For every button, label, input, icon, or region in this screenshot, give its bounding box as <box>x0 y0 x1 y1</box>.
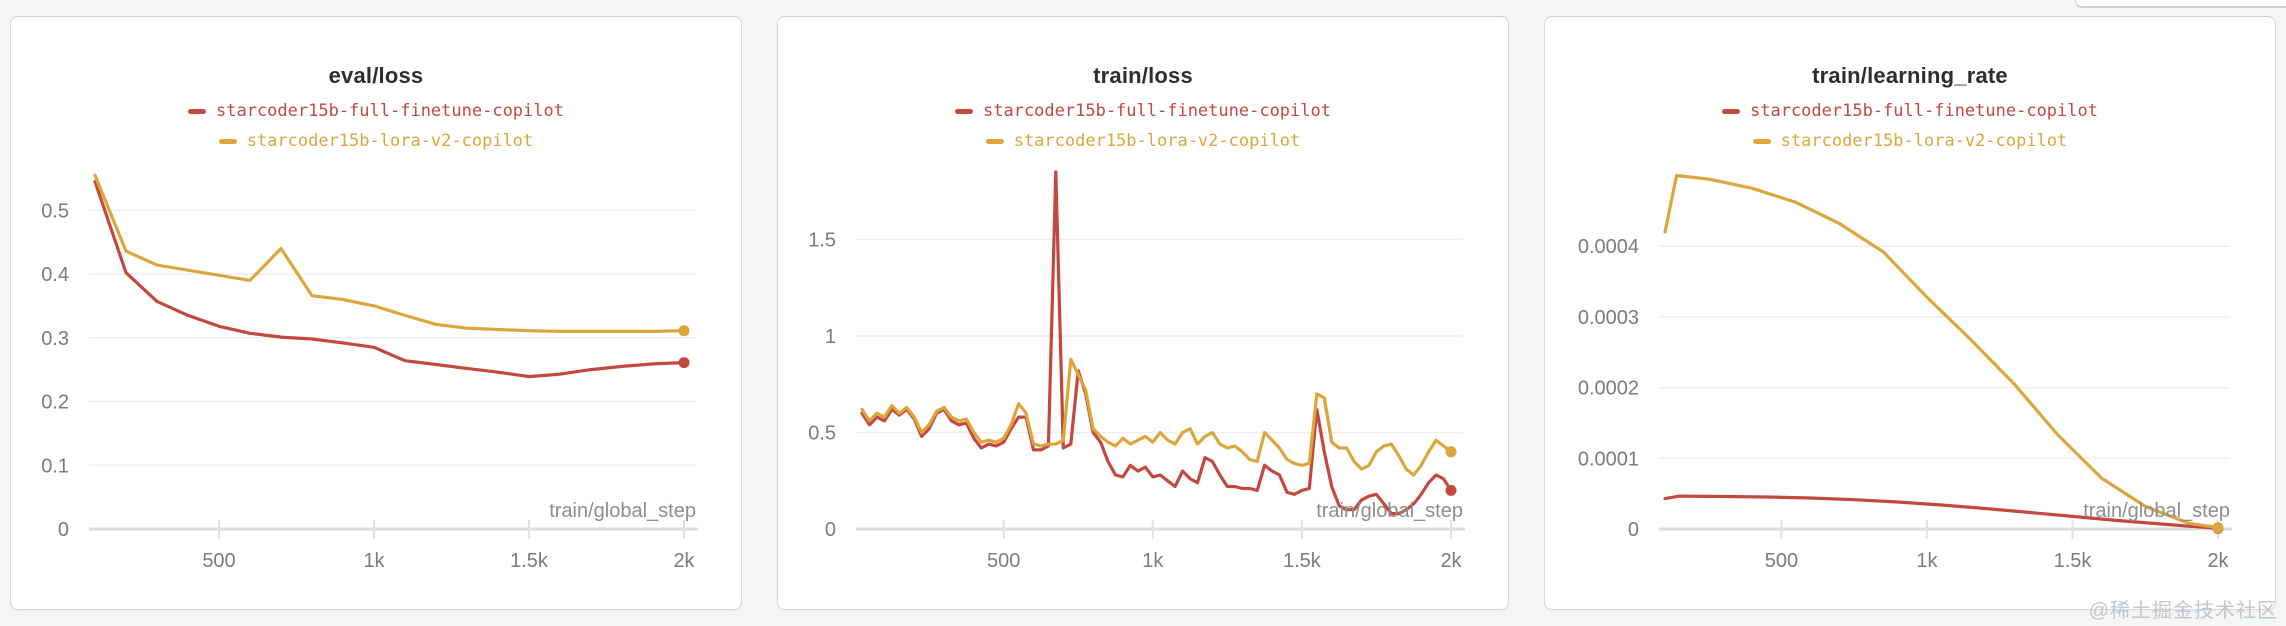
chart-legend: starcoder15b-full-finetune-copilot starc… <box>786 96 1500 156</box>
legend-label: starcoder15b-lora-v2-copilot <box>1013 131 1301 151</box>
plot-train-loss[interactable]: 0 0.5 1 1.5 500 1k 1.5k 2k train/global_step <box>786 162 1496 606</box>
svg-text:0: 0 <box>58 519 69 541</box>
panel-eval-loss[interactable]: eval/loss starcoder15b-full-finetune-cop… <box>10 16 742 610</box>
svg-text:1k: 1k <box>1142 550 1164 572</box>
legend-item-lora-v2[interactable]: starcoder15b-lora-v2-copilot <box>1553 126 2267 156</box>
watermark: @稀土掘金技术社区 <box>2088 600 2278 622</box>
svg-text:500: 500 <box>202 550 235 572</box>
plot-eval-loss[interactable]: 0 0.1 0.2 0.3 0.4 0.5 500 1k 1.5k 2k train/global_… <box>19 162 729 606</box>
legend-swatch-icon <box>985 138 1004 144</box>
legend-swatch-icon <box>955 108 973 114</box>
svg-text:500: 500 <box>987 550 1020 572</box>
svg-text:0.4: 0.4 <box>41 264 69 286</box>
svg-text:1k: 1k <box>363 550 385 572</box>
chart-title: train/loss <box>1093 63 1193 88</box>
legend-item-lora-v2[interactable]: starcoder15b-lora-v2-copilot <box>786 126 1500 156</box>
svg-text:2k: 2k <box>2207 550 2229 572</box>
svg-text:train/global_step: train/global_step <box>2083 500 2230 522</box>
svg-text:1k: 1k <box>1916 550 1938 572</box>
svg-text:1: 1 <box>825 326 836 348</box>
svg-text:2k: 2k <box>1440 550 1462 572</box>
legend-label: starcoder15b-full-finetune-copilot <box>216 101 564 121</box>
svg-text:0.3: 0.3 <box>41 328 69 350</box>
chart-legend: starcoder15b-full-finetune-copilot starc… <box>19 96 733 156</box>
svg-text:0.2: 0.2 <box>41 392 69 414</box>
svg-text:1.5k: 1.5k <box>510 550 549 572</box>
legend-item-full-finetune[interactable]: starcoder15b-full-finetune-copilot <box>786 96 1500 126</box>
svg-text:0.0004: 0.0004 <box>1578 236 1639 258</box>
svg-text:0.1: 0.1 <box>41 455 69 477</box>
plot-train-learning-rate[interactable]: 0 0.0001 0.0002 0.0003 0.0004 500 1k 1.5k 2k trai… <box>1553 162 2263 606</box>
svg-text:0: 0 <box>825 519 836 541</box>
legend-item-lora-v2[interactable]: starcoder15b-lora-v2-copilot <box>19 126 733 156</box>
svg-text:0.5: 0.5 <box>41 200 69 222</box>
legend-label: starcoder15b-full-finetune-copilot <box>983 101 1331 121</box>
chart-title: train/learning_rate <box>1812 63 2008 88</box>
legend-label: starcoder15b-lora-v2-copilot <box>1780 131 2068 151</box>
svg-text:1.5: 1.5 <box>808 230 836 252</box>
legend-swatch-icon <box>1722 108 1740 114</box>
legend-swatch-icon <box>188 108 206 114</box>
svg-text:0.5: 0.5 <box>808 423 836 445</box>
svg-text:0: 0 <box>1628 519 1639 541</box>
partial-panel-above <box>2075 0 2286 8</box>
svg-text:500: 500 <box>1765 550 1798 572</box>
legend-item-full-finetune[interactable]: starcoder15b-full-finetune-copilot <box>19 96 733 126</box>
svg-text:train/global_step: train/global_step <box>1316 500 1463 522</box>
panel-train-loss[interactable]: train/loss starcoder15b-full-finetune-co… <box>777 16 1509 610</box>
svg-text:1.5k: 1.5k <box>1283 550 1322 572</box>
legend-swatch-icon <box>218 138 237 144</box>
chart-title: eval/loss <box>328 63 424 88</box>
svg-text:train/global_step: train/global_step <box>549 500 696 522</box>
chart-legend: starcoder15b-full-finetune-copilot starc… <box>1553 96 2267 156</box>
svg-text:0.0002: 0.0002 <box>1578 378 1639 400</box>
legend-item-full-finetune[interactable]: starcoder15b-full-finetune-copilot <box>1553 96 2267 126</box>
svg-text:0.0003: 0.0003 <box>1578 307 1639 329</box>
legend-swatch-icon <box>1752 138 1771 144</box>
svg-text:2k: 2k <box>673 550 695 572</box>
legend-label: starcoder15b-lora-v2-copilot <box>246 131 534 151</box>
svg-text:0.0001: 0.0001 <box>1578 448 1639 470</box>
panel-train-learning-rate[interactable]: train/learning_rate starcoder15b-full-fi… <box>1544 16 2276 610</box>
svg-text:1.5k: 1.5k <box>2054 550 2093 572</box>
charts-row: eval/loss starcoder15b-full-finetune-cop… <box>10 16 2276 610</box>
legend-label: starcoder15b-full-finetune-copilot <box>1750 101 2098 121</box>
